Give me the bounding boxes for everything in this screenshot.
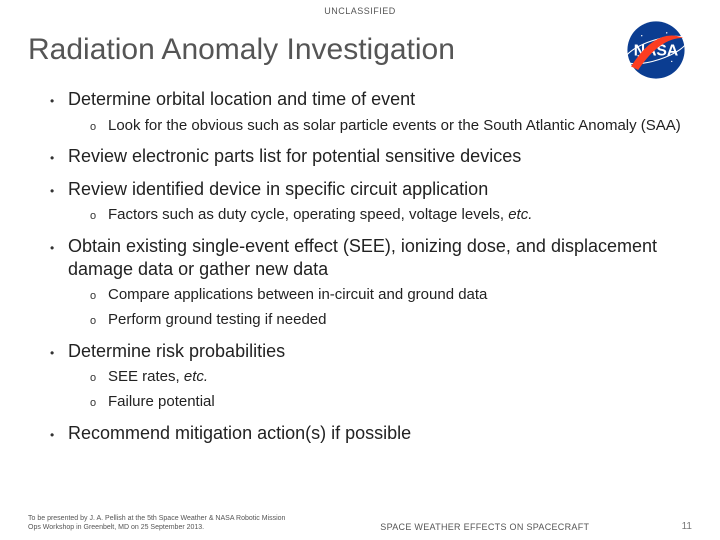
slide-header: Radiation Anomaly Investigation NASA — [0, 16, 720, 88]
bullet-icon: • — [50, 94, 68, 108]
sub-bullet-text: Look for the obvious such as solar parti… — [108, 117, 681, 136]
main-bullet-item: •Review electronic parts list for potent… — [50, 145, 686, 168]
footer-presenter-note: To be presented by J. A. Pellish at the … — [28, 515, 288, 532]
slide-body: •Determine orbital location and time of … — [0, 88, 720, 444]
etc-text: etc. — [508, 206, 532, 223]
bullet-icon: • — [50, 184, 68, 198]
sub-bullet-icon: o — [90, 121, 108, 133]
sub-bullet-icon: o — [90, 290, 108, 302]
sub-bullet-item: oFailure potential — [90, 393, 686, 412]
main-bullet-text: Obtain existing single-event effect (SEE… — [68, 235, 686, 280]
main-bullet-text: Review identified device in specific cir… — [68, 178, 488, 201]
sub-bullet-item: oFactors such as duty cycle, operating s… — [90, 206, 686, 225]
sub-bullet-text: Factors such as duty cycle, operating sp… — [108, 206, 532, 225]
sub-bullet-text: Failure potential — [108, 393, 215, 412]
sub-bullet-icon: o — [90, 372, 108, 384]
page-number: 11 — [682, 521, 692, 532]
main-bullet-item: •Recommend mitigation action(s) if possi… — [50, 422, 686, 445]
footer-center-text: SPACE WEATHER EFFECTS ON SPACECRAFT — [288, 522, 682, 532]
bullet-icon: • — [50, 346, 68, 360]
sub-bullet-item: oSEE rates, etc. — [90, 368, 686, 387]
sub-bullet-item: oCompare applications between in-circuit… — [90, 286, 686, 305]
classification-label: UNCLASSIFIED — [0, 0, 720, 16]
main-bullet-text: Review electronic parts list for potenti… — [68, 145, 521, 168]
main-bullet-item: •Determine risk probabilities oSEE rates,… — [50, 340, 686, 412]
sub-bullet-text: Compare applications between in-circuit … — [108, 286, 487, 305]
sub-bullet-text: SEE rates, etc. — [108, 368, 208, 387]
sub-bullet-list: oFactors such as duty cycle, operating s… — [90, 206, 686, 225]
sub-bullet-text: Perform ground testing if needed — [108, 311, 326, 330]
sub-bullet-list: oLook for the obvious such as solar part… — [90, 117, 686, 136]
slide-title: Radiation Anomaly Investigation — [28, 33, 455, 67]
main-bullet-item: •Obtain existing single-event effect (SE… — [50, 235, 686, 330]
sub-bullet-list: oCompare applications between in-circuit… — [90, 286, 686, 330]
nasa-logo: NASA — [620, 20, 692, 80]
main-bullet-text: Recommend mitigation action(s) if possib… — [68, 422, 411, 445]
etc-text: etc. — [184, 368, 208, 385]
sub-bullet-item: oLook for the obvious such as solar part… — [90, 117, 686, 136]
sub-bullet-icon: o — [90, 315, 108, 327]
bullet-icon: • — [50, 428, 68, 442]
sub-bullet-icon: o — [90, 210, 108, 222]
main-bullet-text: Determine orbital location and time of e… — [68, 88, 415, 111]
slide-footer: To be presented by J. A. Pellish at the … — [0, 515, 720, 532]
main-bullet-item: •Determine orbital location and time of … — [50, 88, 686, 135]
sub-bullet-icon: o — [90, 397, 108, 409]
main-bullet-item: •Review identified device in specific ci… — [50, 178, 686, 225]
sub-bullet-item: oPerform ground testing if needed — [90, 311, 686, 330]
bullet-icon: • — [50, 241, 68, 255]
main-bullet-text: Determine risk probabilities — [68, 340, 285, 363]
bullet-icon: • — [50, 151, 68, 165]
sub-bullet-list: oSEE rates, etc.oFailure potential — [90, 368, 686, 412]
